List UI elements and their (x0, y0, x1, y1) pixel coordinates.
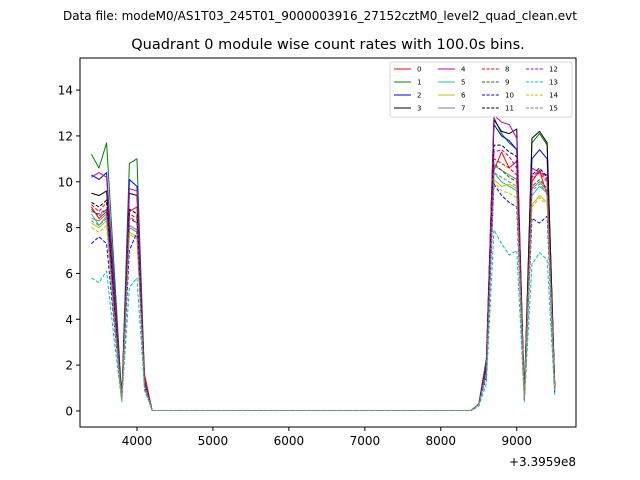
legend-box (389, 61, 573, 118)
y-tick-label: 12 (58, 129, 73, 143)
legend-label-9: 9 (505, 79, 509, 87)
x-tick-label: 8000 (426, 434, 457, 448)
y-tick-label: 2 (65, 359, 73, 373)
legend-label-0: 0 (417, 66, 421, 74)
y-tick-label: 10 (58, 175, 73, 189)
series-line-15 (91, 172, 556, 411)
legend-label-12: 12 (549, 66, 558, 74)
legend-label-13: 13 (549, 79, 558, 87)
y-tick-label: 4 (65, 313, 73, 327)
x-axis: 4000 5000 6000 7000 8000 9000 (122, 427, 532, 448)
y-tick-label: 0 (65, 404, 73, 418)
legend-label-11: 11 (505, 105, 514, 113)
x-axis-offset-label: +3.3959e8 (509, 455, 576, 469)
legend-label-4: 4 (461, 66, 466, 74)
y-axis: 0 2 4 6 8 10 12 14 (58, 84, 80, 418)
legend-label-14: 14 (549, 92, 558, 100)
series-line-12 (91, 149, 556, 411)
legend-label-8: 8 (505, 66, 509, 74)
legend-label-7: 7 (461, 105, 465, 113)
x-tick-label: 9000 (501, 434, 532, 448)
plot-area (90, 114, 556, 411)
legend-label-10: 10 (505, 92, 514, 100)
x-tick-label: 4000 (122, 434, 153, 448)
x-tick-label: 5000 (198, 434, 229, 448)
axes-frame (79, 57, 577, 428)
legend-label-3: 3 (417, 105, 421, 113)
y-tick-label: 8 (65, 221, 73, 235)
legend-label-6: 6 (461, 92, 466, 100)
chart-title: Quadrant 0 module wise count rates with … (131, 37, 525, 53)
figure-suptitle: Data file: modeM0/AS1T03_245T01_90000039… (63, 9, 577, 23)
y-tick-label: 6 (65, 267, 73, 281)
y-tick-label: 14 (58, 84, 73, 98)
legend-label-5: 5 (461, 79, 465, 87)
x-tick-label: 7000 (350, 434, 381, 448)
legend-label-2: 2 (417, 92, 421, 100)
legend-label-1: 1 (417, 79, 421, 87)
x-tick-label: 6000 (274, 434, 305, 448)
legend-label-15: 15 (549, 105, 558, 113)
